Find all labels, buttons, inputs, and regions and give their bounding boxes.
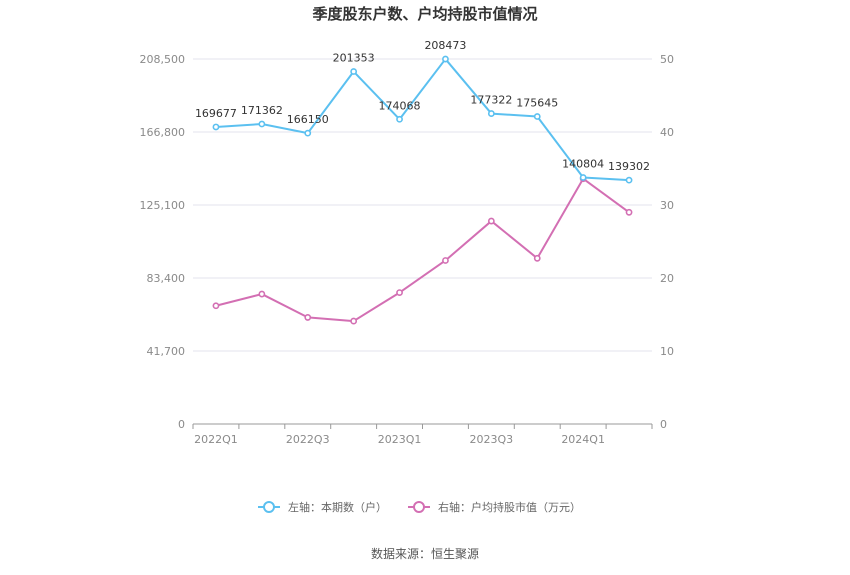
holders-line (215, 58, 630, 182)
holders-point (625, 176, 633, 184)
right-axis-tick-label: 0 (660, 418, 667, 431)
avg-value-point (487, 217, 495, 225)
x-axis-tick-label: 2023Q1 (378, 433, 422, 446)
avg-value-point (258, 290, 266, 298)
right-axis-tick-label: 50 (660, 53, 674, 66)
holders-point (258, 120, 266, 128)
right-axis-tick-label: 20 (660, 272, 674, 285)
holders-point (487, 110, 495, 117)
x-axis-tick-label: 2022Q3 (286, 433, 330, 446)
right-axis-tick-label: 40 (660, 126, 674, 139)
holders-point (533, 113, 541, 120)
right-axis-tick-label: 30 (660, 199, 674, 212)
avg-value-point (350, 317, 358, 325)
legend-marker (263, 501, 275, 513)
legend[interactable]: 左轴：本期数（户） 右轴：户均持股市值（万元） (258, 500, 581, 514)
legend-label: 右轴：户均持股市值（万元） (438, 500, 581, 514)
grid-lines (193, 58, 652, 352)
left-axis-ticks: 0 41,700 83,400 125,100 166,800 208,500 (140, 53, 186, 431)
legend-marker (413, 501, 425, 513)
holders-point (396, 115, 403, 123)
legend-label: 左轴：本期数（户） (288, 500, 387, 514)
x-axis: 2022Q1 2022Q3 2023Q1 2023Q3 2024Q1 (192, 423, 653, 446)
avg-value-line (215, 177, 630, 323)
data-label: 140804 (562, 158, 604, 171)
avg-value-point (442, 257, 449, 264)
avg-value-point (533, 254, 541, 262)
avg-value-point (304, 314, 312, 321)
avg-value-point (212, 302, 220, 310)
holders-point (579, 174, 587, 181)
right-axis-tick-label: 10 (660, 345, 674, 358)
left-axis-tick-label: 166,800 (140, 126, 186, 139)
data-label: 208473 (424, 39, 466, 52)
x-axis-tick-label: 2022Q1 (194, 433, 238, 446)
left-axis-tick-label: 125,100 (140, 199, 186, 212)
legend-item-avg-value[interactable]: 右轴：户均持股市值（万元） (408, 500, 581, 514)
x-axis-tick-label: 2024Q1 (561, 433, 605, 446)
holders-point (442, 55, 449, 63)
left-axis-tick-label: 41,700 (147, 345, 186, 358)
data-label: 169677 (195, 107, 237, 120)
left-axis-tick-label: 83,400 (147, 272, 186, 285)
data-label: 171362 (241, 104, 283, 117)
chart-title: 季度股东户数、户均持股市值情况 (312, 5, 537, 23)
holders-point (304, 129, 312, 137)
avg-value-point (625, 208, 633, 216)
data-label: 174068 (379, 99, 421, 112)
source-note: 数据来源：恒生聚源 (371, 546, 479, 561)
right-axis-ticks: 0 10 20 30 40 50 (660, 53, 674, 431)
holders-point (212, 123, 220, 131)
data-label: 201353 (333, 52, 375, 65)
data-label: 177322 (470, 94, 512, 107)
data-label: 166150 (287, 113, 329, 126)
x-axis-tick-label: 2023Q3 (470, 433, 514, 446)
data-label: 175645 (516, 97, 558, 110)
holders-point (350, 68, 358, 75)
series-layer: 169677 171362 166150 201353 174068 208473 1773… (195, 39, 650, 325)
avg-value-point (396, 289, 403, 296)
data-label: 139302 (608, 160, 650, 173)
left-axis-tick-label: 0 (178, 418, 185, 431)
left-axis-tick-label: 208,500 (140, 53, 186, 66)
legend-item-holders[interactable]: 左轴：本期数（户） (258, 500, 387, 514)
